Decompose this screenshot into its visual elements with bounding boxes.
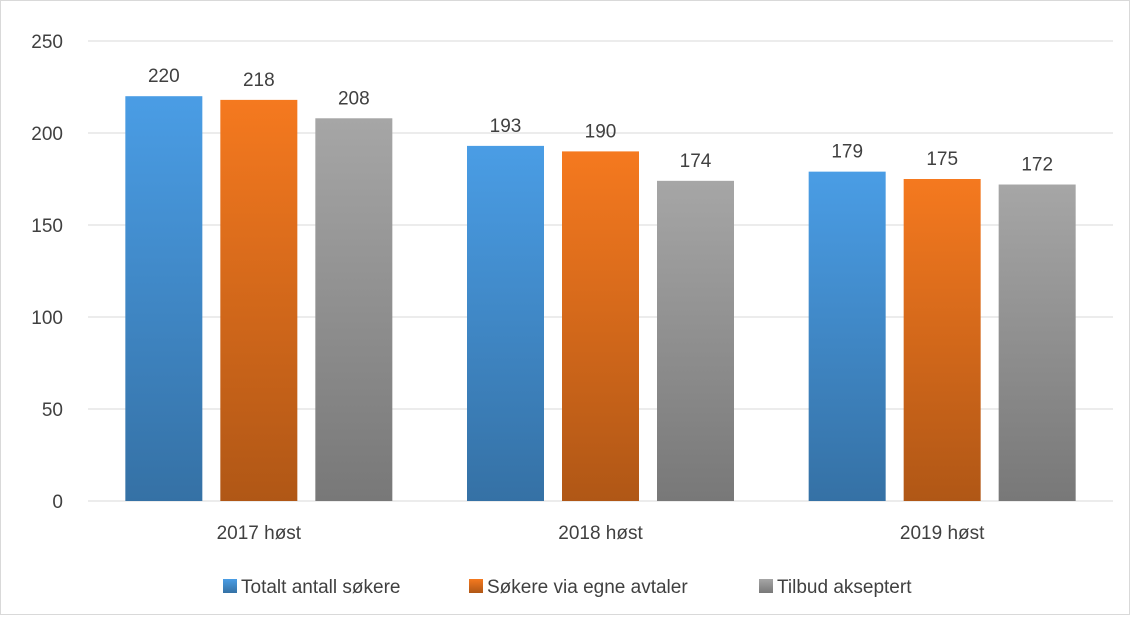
x-tick-label: 2019 høst [900,523,985,544]
data-label: 175 [926,149,958,170]
legend-item: Tilbud akseptert [759,577,912,598]
bar [903,179,981,501]
legend-label: Totalt antall søkere [241,577,400,598]
data-label: 174 [680,151,712,172]
legend-item: Totalt antall søkere [223,577,400,598]
bar [998,184,1076,501]
y-tick-label: 150 [31,216,63,237]
data-label: 208 [338,88,370,109]
bar [808,171,886,501]
x-tick-label: 2017 høst [217,523,302,544]
x-tick-label: 2018 høst [558,523,643,544]
data-label: 190 [585,121,617,142]
data-label: 172 [1021,155,1053,176]
y-tick-label: 100 [31,308,63,329]
y-tick-label: 0 [52,492,63,513]
bar [220,99,298,501]
data-label: 218 [243,70,275,91]
y-tick-label: 200 [31,124,63,145]
y-tick-label: 250 [31,32,63,53]
bar [467,145,544,501]
data-label: 220 [148,66,180,87]
data-label: 179 [831,142,863,163]
data-label: 193 [490,116,522,137]
legend-label: Tilbud akseptert [777,577,912,598]
legend-item: Søkere via egne avtaler [469,577,688,598]
legend-swatch [759,579,773,593]
bar [657,180,734,501]
bar [562,151,639,501]
bar [315,118,393,501]
y-tick-label: 50 [42,400,63,421]
legend-swatch [469,579,483,593]
legend-swatch [223,579,237,593]
legend-label: Søkere via egne avtaler [487,577,688,598]
bar [125,96,203,501]
